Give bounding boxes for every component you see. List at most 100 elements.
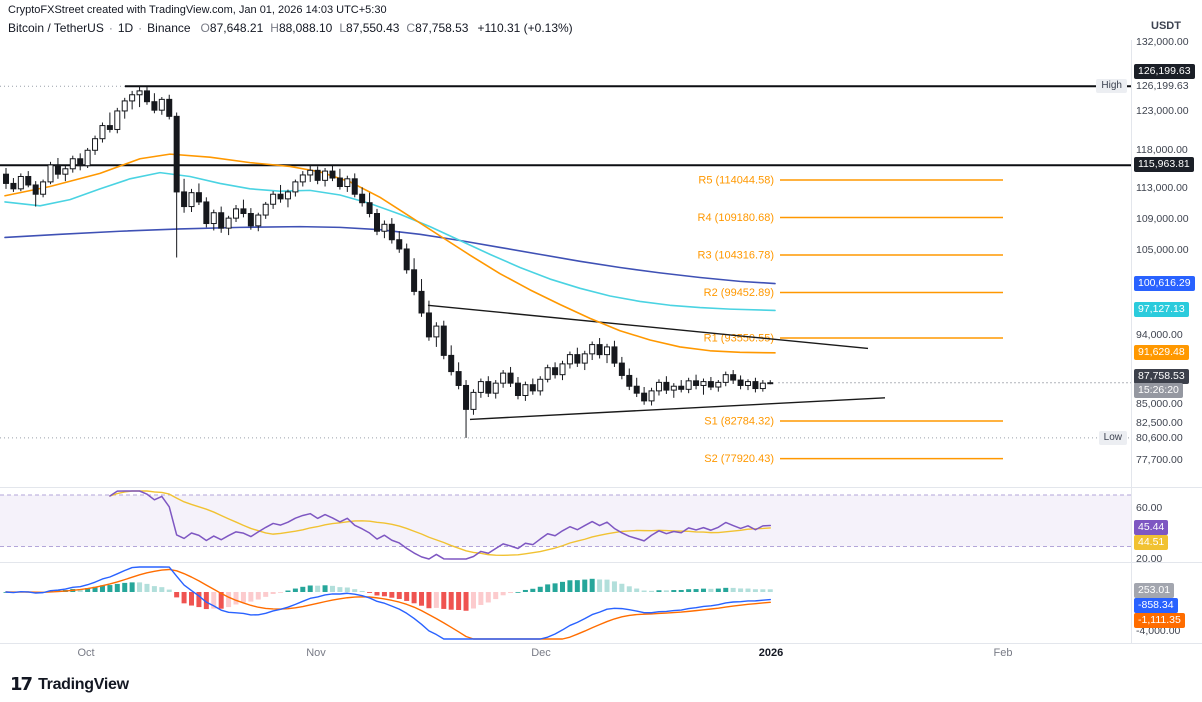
open-value: 87,648.21	[209, 21, 264, 35]
close-value: 87,758.53	[415, 21, 469, 35]
candle	[99, 125, 106, 140]
candle	[641, 392, 648, 402]
candle	[292, 181, 299, 193]
candle	[611, 346, 618, 364]
candle	[203, 201, 210, 225]
candle	[411, 269, 418, 292]
macd-histogram-bar	[263, 592, 269, 597]
candle	[277, 193, 284, 200]
candle	[492, 382, 499, 394]
macd-histogram-bar	[151, 586, 157, 592]
time-axis[interactable]	[0, 643, 1202, 665]
macd-histogram-bar	[77, 589, 83, 592]
candle	[255, 214, 262, 227]
candle	[210, 212, 217, 225]
candle	[522, 384, 529, 396]
macd-histogram-bar	[85, 588, 91, 592]
candle	[351, 178, 358, 195]
macd-histogram-bar	[738, 588, 744, 592]
candle	[233, 208, 240, 219]
tradingview-logo[interactable]: 17 TradingView	[10, 674, 129, 695]
macd-histogram-bar	[248, 592, 254, 602]
macd-histogram-bar	[411, 592, 417, 604]
macd-histogram-bar	[433, 592, 439, 608]
macd-histogram-bar	[218, 592, 224, 609]
low-label: L	[339, 21, 347, 35]
candle	[143, 90, 150, 103]
candle	[574, 354, 581, 364]
macd-histogram-bar	[478, 592, 484, 605]
candle	[752, 381, 759, 390]
symbol-name[interactable]: Bitcoin / TetherUS	[8, 21, 104, 35]
candle	[685, 380, 692, 390]
macd-histogram-bar	[255, 592, 261, 600]
macd-histogram-bar	[560, 581, 565, 592]
macd-histogram-bar	[493, 592, 499, 600]
candle	[507, 372, 514, 384]
macd-histogram-bar	[700, 588, 706, 592]
candle	[181, 191, 188, 208]
candle	[270, 193, 277, 205]
macd-histogram-bar	[159, 587, 165, 592]
price-axis-currency: USDT	[1151, 20, 1181, 32]
low-value: 87,550.43	[346, 21, 400, 35]
candle	[17, 175, 24, 190]
macd-histogram-bar	[448, 592, 454, 610]
candle	[552, 367, 559, 376]
candle	[485, 381, 492, 394]
price-axis[interactable]	[1131, 40, 1202, 643]
macd-histogram-bar	[315, 585, 321, 592]
watermark-credit: CryptoFXStreet created with TradingView.…	[8, 4, 387, 16]
macd-histogram-bar	[107, 585, 113, 592]
macd-histogram-bar	[567, 580, 573, 592]
macd-histogram-bar	[663, 590, 669, 592]
macd-histogram-bar	[745, 588, 751, 592]
tradingview-logo-text: TradingView	[38, 675, 129, 693]
trendline	[427, 304, 869, 350]
symbol-info-bar[interactable]: Bitcoin / TetherUS · 1D · Binance O87,64…	[8, 21, 573, 35]
macd-histogram-bar	[240, 592, 246, 603]
macd-histogram-bar	[211, 592, 217, 609]
macd-histogram-bar	[463, 592, 469, 611]
candle	[314, 169, 321, 181]
macd-histogram-bar	[656, 590, 662, 592]
candle	[25, 175, 32, 186]
pivot-label: R5 (114044.58)	[698, 175, 774, 187]
candle	[648, 390, 655, 402]
macd-histogram-bar	[226, 592, 232, 608]
close-label: C	[406, 21, 416, 35]
macd-signal-line	[5, 568, 771, 640]
macd-histogram-bar	[122, 582, 128, 592]
candle	[374, 213, 380, 232]
ma-slow-navy	[4, 225, 776, 285]
candle	[136, 90, 143, 96]
trendline	[469, 397, 886, 421]
candle	[10, 182, 17, 190]
macd-histogram-bar	[203, 592, 209, 610]
interval-label[interactable]: 1D	[117, 21, 134, 35]
macd-histogram-bar	[686, 589, 692, 592]
macd-histogram-bar	[114, 583, 120, 592]
ohlc-values: O87,648.21 H88,088.10 L87,550.43 C87,758…	[201, 21, 573, 35]
macd-histogram-bar	[530, 588, 536, 592]
candle	[737, 379, 744, 386]
macd-histogram-bar	[537, 586, 543, 592]
macd-histogram-bar	[307, 585, 313, 592]
pivot-label: S1 (82784.32)	[704, 416, 774, 428]
candle	[514, 382, 521, 396]
candle	[151, 101, 158, 111]
candle	[84, 149, 91, 167]
macd-histogram-bar	[129, 582, 135, 592]
macd-histogram-bar	[166, 589, 172, 592]
change-value: +110.31 (+0.13%)	[477, 21, 573, 35]
tradingview-logo-icon: 17	[10, 674, 33, 695]
macd-histogram-bar	[419, 592, 425, 606]
candle	[62, 168, 69, 175]
candle	[537, 378, 544, 392]
candle	[195, 192, 202, 203]
macd-histogram-bar	[92, 586, 98, 592]
macd-histogram-bar	[270, 592, 276, 595]
candle	[225, 217, 232, 229]
candle	[604, 346, 611, 356]
